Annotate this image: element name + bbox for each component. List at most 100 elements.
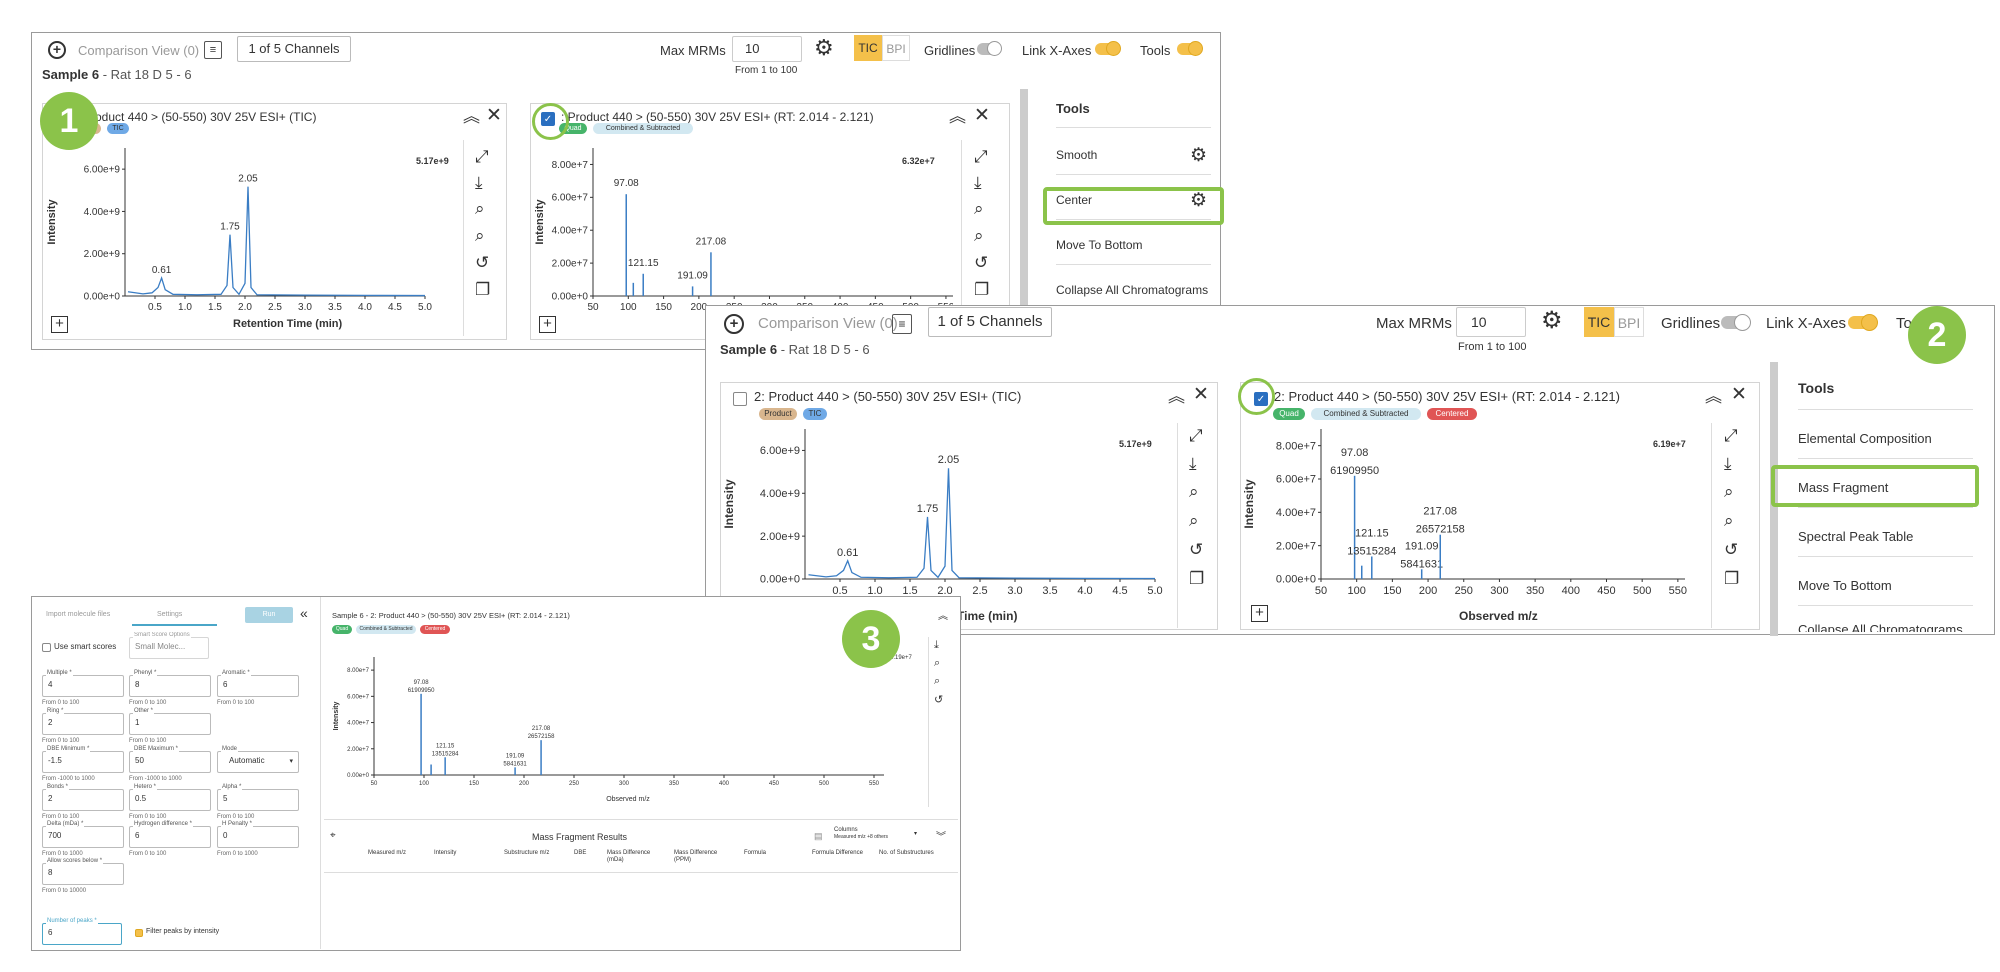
columns-sub[interactable]: Measured m/z +8 others <box>834 834 889 840</box>
zoom-icon[interactable]: ⌕ <box>1189 511 1199 530</box>
setting-field[interactable]: Delta (mDa) * 700 <box>42 821 124 848</box>
add-overlay-icon[interactable]: + <box>51 316 68 333</box>
results-column-header[interactable]: Mass Difference (PPM) <box>674 850 718 863</box>
zoom-icon[interactable]: ⌕ <box>1724 511 1734 530</box>
zoom-reset-icon[interactable]: ⌕ <box>475 199 485 218</box>
tool-spectral-peak-table[interactable]: Spectral Peak Table <box>1798 529 1914 544</box>
tool-smooth[interactable]: Smooth <box>1056 148 1098 162</box>
zoom-icon[interactable]: ⌕ <box>934 675 941 687</box>
expand-icon[interactable]: ⤢ <box>475 147 489 166</box>
collapse-icon[interactable]: ︽ <box>938 611 948 622</box>
history-icon[interactable]: ↺ <box>934 694 944 706</box>
expand-icon[interactable]: ⤢ <box>1189 426 1203 445</box>
collapse-icon[interactable]: ︽ <box>949 107 966 126</box>
channels-button[interactable]: 1 of 5 Channels <box>928 307 1052 337</box>
tab-settings[interactable]: Settings <box>157 611 183 618</box>
smart-score-select[interactable]: Smart Score Options Small Molec... <box>129 632 209 659</box>
tool-elemental-composition[interactable]: Elemental Composition <box>1798 431 1932 446</box>
download-icon[interactable]: ⤓ <box>475 173 483 192</box>
expand-icon[interactable]: ⤢ <box>974 147 988 166</box>
copy-icon[interactable]: ❐ <box>1189 569 1205 588</box>
history-icon[interactable]: ↺ <box>1189 540 1204 559</box>
history-icon[interactable]: ↺ <box>475 253 490 272</box>
clear-comparison-icon[interactable]: ≡ <box>892 314 912 334</box>
chevron-down-icon[interactable]: ▾ <box>914 831 918 837</box>
columns-label[interactable]: Columns <box>834 827 858 833</box>
close-icon[interactable]: ✕ <box>974 105 990 126</box>
zoom-reset-icon[interactable]: ⌕ <box>1724 482 1734 501</box>
setting-field[interactable]: Ring * 2 <box>42 708 124 735</box>
results-column-header[interactable]: Formula Difference <box>812 850 863 856</box>
zoom-icon[interactable]: ⌕ <box>974 226 984 245</box>
collapse-icon[interactable]: ︽ <box>1168 387 1185 406</box>
setting-field[interactable]: Hydrogen difference * 6 <box>129 821 211 848</box>
setting-field[interactable]: Bonds * 2 <box>42 784 124 811</box>
center-gear-icon[interactable]: ⚙ <box>1190 190 1208 211</box>
comparison-view-label[interactable]: Comparison View (0) <box>758 315 898 332</box>
smart-scores-checkbox[interactable] <box>42 643 51 652</box>
setting-field[interactable]: Allow scores below * 8 <box>42 858 124 885</box>
zoom-reset-icon[interactable]: ⌕ <box>974 199 984 218</box>
comparison-view-label[interactable]: Comparison View (0) <box>78 43 200 58</box>
add-overlay-icon[interactable]: + <box>539 316 556 333</box>
add-comparison-icon[interactable]: + <box>48 41 66 59</box>
zoom-reset-icon[interactable]: ⌕ <box>934 657 941 669</box>
results-column-header[interactable]: DBE <box>574 850 587 856</box>
copy-icon[interactable]: ❐ <box>475 280 491 299</box>
download-icon[interactable]: ⤓ <box>974 173 982 192</box>
smooth-gear-icon[interactable]: ⚙ <box>1190 145 1208 166</box>
setting-field[interactable]: Phenyl * 8 <box>129 670 211 697</box>
download-icon[interactable]: ⤓ <box>1189 454 1197 473</box>
tool-center[interactable]: Center <box>1056 193 1093 207</box>
close-icon[interactable]: ✕ <box>1731 384 1747 405</box>
pin-icon[interactable]: ⌖ <box>330 830 336 841</box>
setting-field[interactable]: Other * 1 <box>129 708 211 735</box>
add-overlay-icon[interactable]: + <box>1251 605 1268 622</box>
add-comparison-icon[interactable]: + <box>724 314 744 334</box>
gridlines-switch[interactable] <box>977 41 1002 56</box>
results-column-header[interactable]: Measured m/z <box>368 850 407 856</box>
setting-field[interactable]: Multiple * 4 <box>42 670 124 697</box>
results-column-header[interactable]: Intensity <box>434 850 457 856</box>
settings-gear-icon[interactable]: ⚙ <box>1541 307 1563 334</box>
link-x-axes-switch[interactable] <box>1095 41 1121 56</box>
results-column-header[interactable]: No. of Substructures <box>879 850 934 856</box>
zoom-reset-icon[interactable]: ⌕ <box>1189 482 1199 501</box>
setting-field[interactable]: Alpha * 5 <box>217 784 299 811</box>
setting-field[interactable]: Aromatic * 6 <box>217 670 299 697</box>
close-icon[interactable]: ✕ <box>1193 384 1209 405</box>
max-mrms-input[interactable]: 10 <box>1456 307 1526 337</box>
settings-gear-icon[interactable]: ⚙ <box>814 35 834 60</box>
download-icon[interactable]: ⤓ <box>1724 454 1732 473</box>
tic-toggle[interactable]: TIC <box>1584 307 1614 337</box>
setting-field[interactable]: Mode Automatic ▾ <box>217 746 299 773</box>
collapse-panel-icon[interactable]: « <box>300 605 308 621</box>
tic-toggle[interactable]: TIC <box>854 35 882 61</box>
tools-switch[interactable] <box>1177 41 1203 56</box>
max-mrms-input[interactable]: 10 <box>732 36 802 62</box>
select-checkbox[interactable] <box>733 392 747 406</box>
close-icon[interactable]: ✕ <box>486 105 502 126</box>
results-column-header[interactable]: Mass Difference (mDa) <box>607 850 651 863</box>
filter-peaks-checkbox[interactable] <box>135 929 143 937</box>
clear-comparison-icon[interactable]: ≡ <box>204 41 222 59</box>
history-icon[interactable]: ↺ <box>1724 540 1739 559</box>
expand-icon[interactable]: ⤢ <box>1724 426 1738 445</box>
setting-field[interactable]: DBE Maximum * 50 <box>129 746 211 773</box>
columns-icon[interactable]: ▤ <box>814 831 823 841</box>
tool-mass-fragment[interactable]: Mass Fragment <box>1798 480 1889 495</box>
gridlines-switch[interactable] <box>1721 314 1751 331</box>
copy-icon[interactable]: ❐ <box>1724 569 1740 588</box>
collapse-icon[interactable]: ︽ <box>463 107 480 126</box>
results-column-header[interactable]: Formula <box>744 850 767 856</box>
copy-icon[interactable]: ❐ <box>974 280 990 299</box>
tool-collapse-all[interactable]: Collapse All Chromatograms <box>1798 622 1963 632</box>
collapse-icon[interactable]: ︽ <box>1705 387 1722 406</box>
expand-results-icon[interactable]: ︾ <box>936 832 946 843</box>
tool-collapse-all[interactable]: Collapse All Chromatograms <box>1056 283 1209 297</box>
run-button[interactable]: Run <box>245 607 293 623</box>
results-column-header[interactable]: Substructure m/z <box>504 850 550 856</box>
bpi-toggle[interactable]: BPI <box>1614 307 1644 337</box>
setting-field[interactable]: DBE Minimum * -1.5 <box>42 746 124 773</box>
setting-field[interactable]: Hetero * 0.5 <box>129 784 211 811</box>
